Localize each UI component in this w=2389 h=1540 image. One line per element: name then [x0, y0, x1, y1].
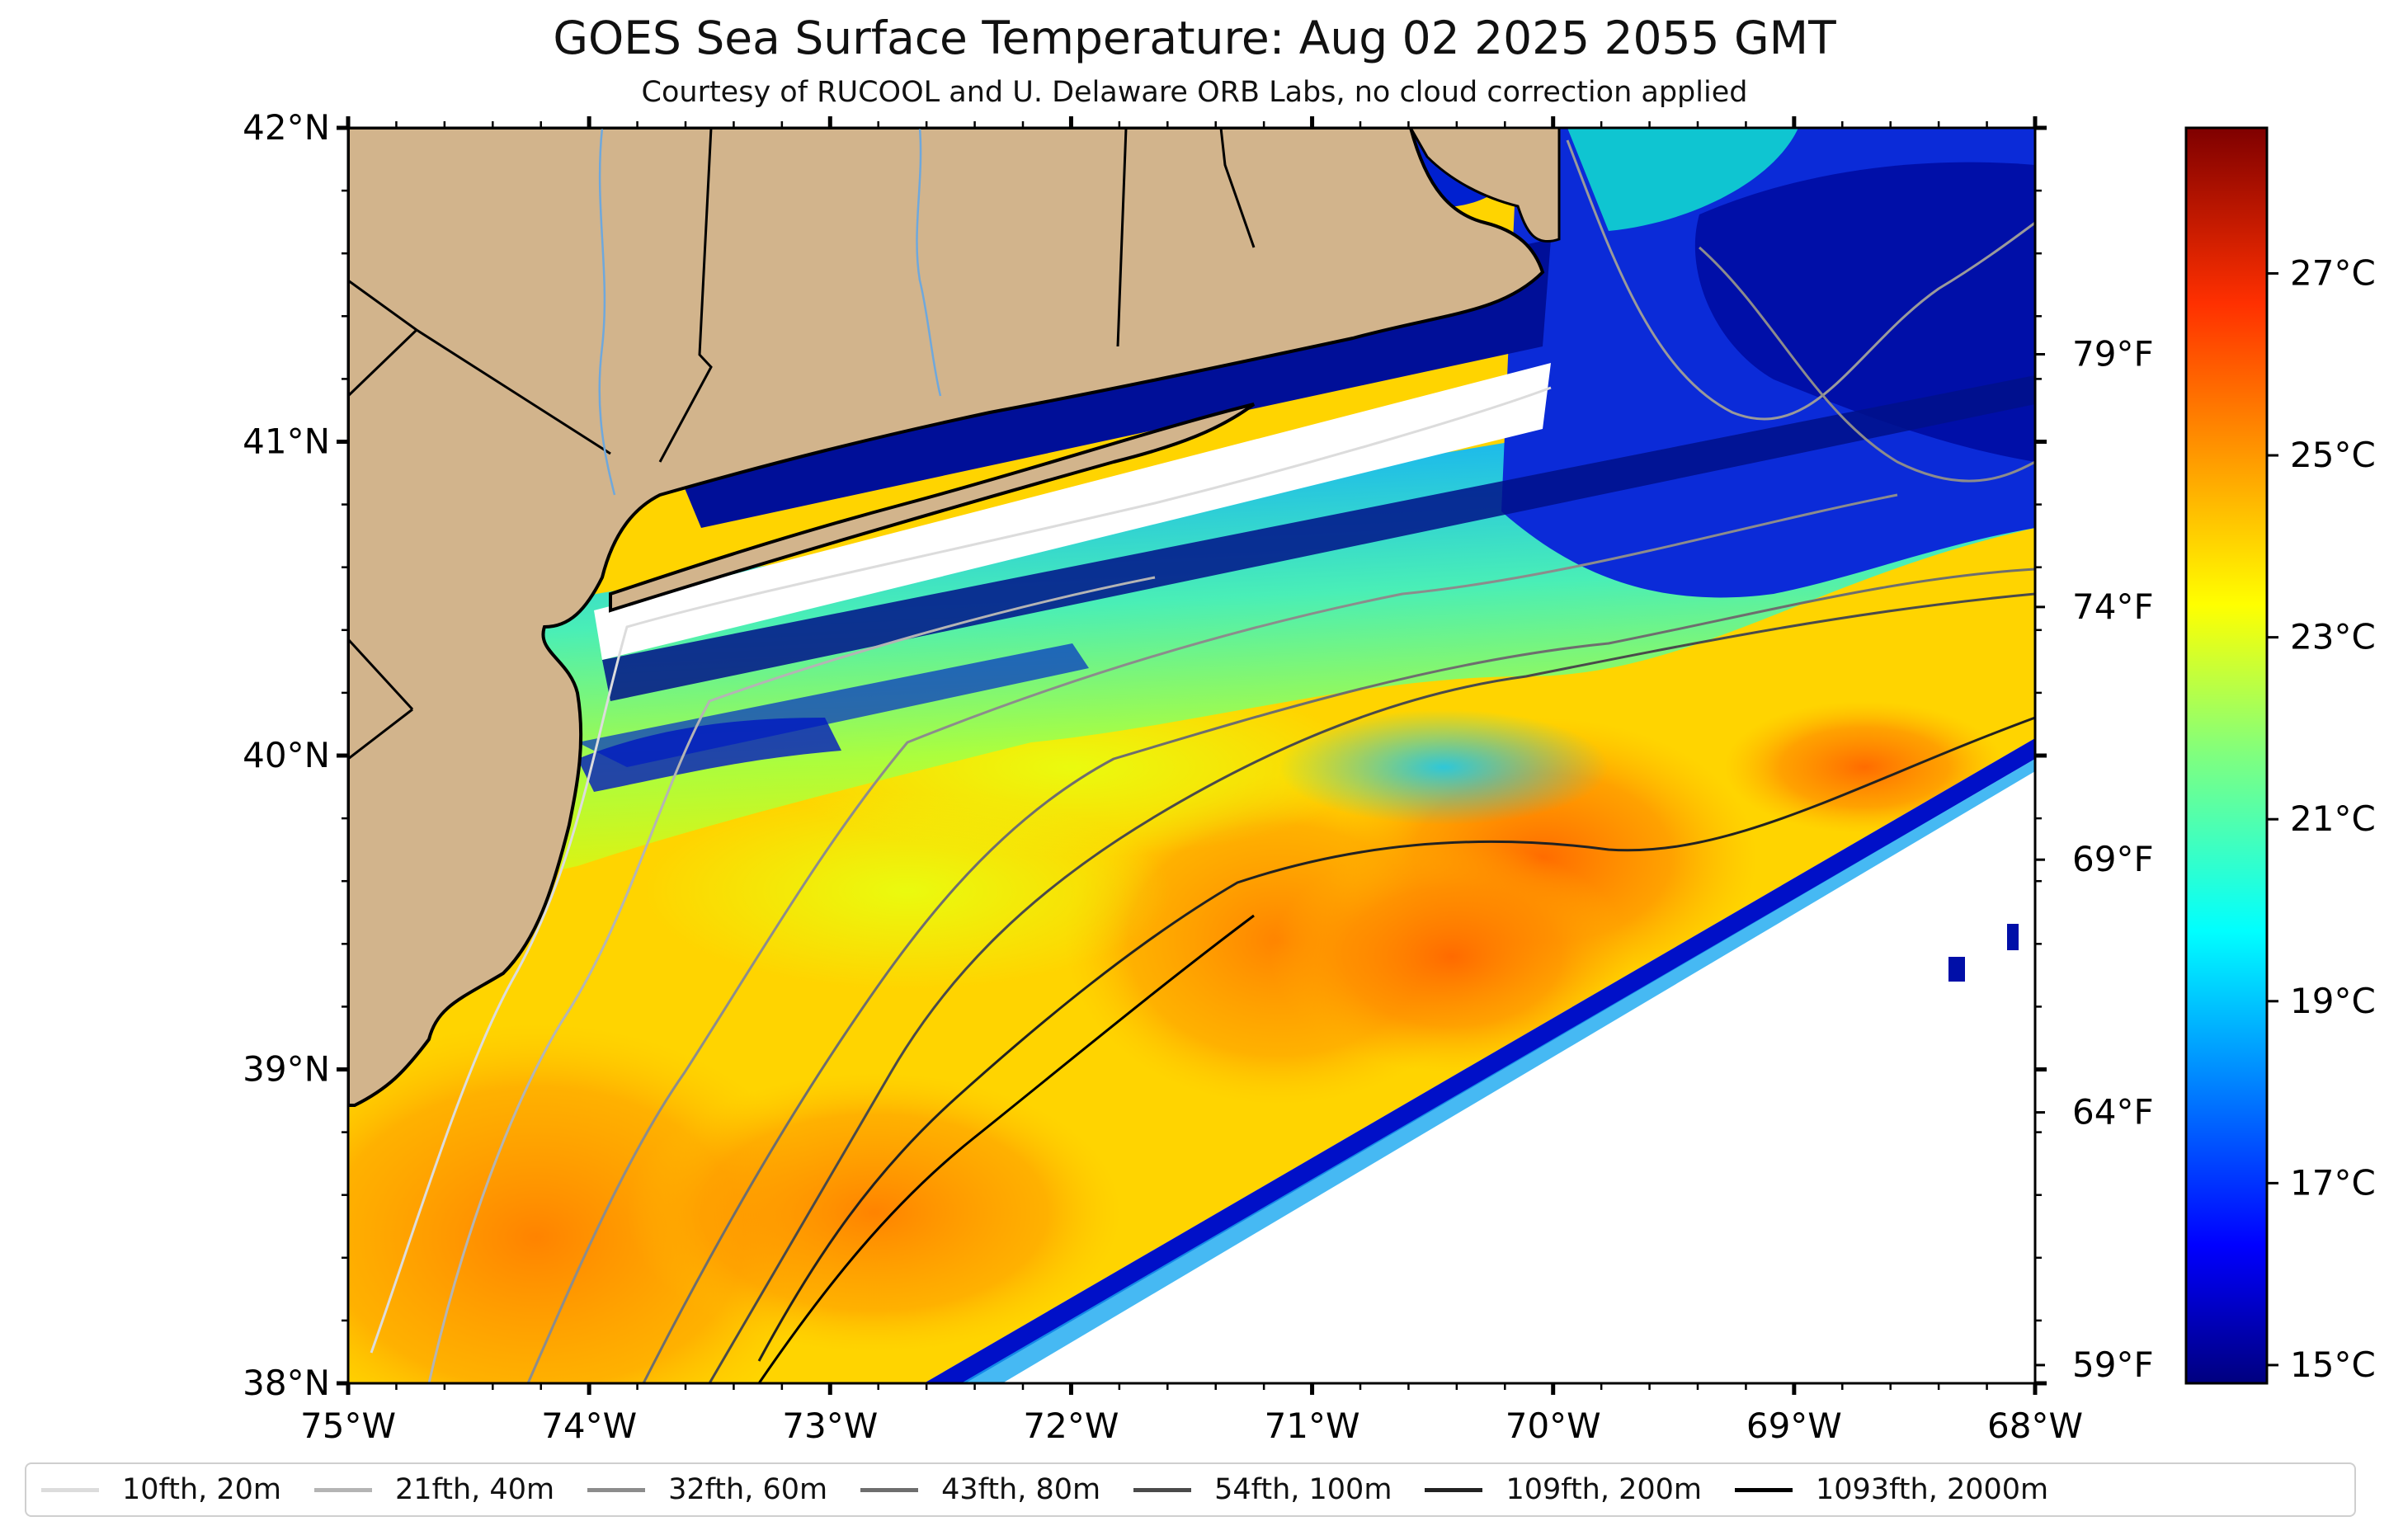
lon-tick-label: 75°W — [300, 1406, 396, 1446]
colorbar-scale — [2184, 126, 2269, 1385]
legend-label: 10fth, 20m — [122, 1473, 282, 1506]
latitude-axis: 42°N 41°N 40°N 39°N 38°N — [243, 107, 2047, 1403]
legend-item: 21fth, 40m — [314, 1473, 554, 1506]
long-island — [609, 403, 1256, 613]
celsius-label: 19°C — [2290, 981, 2376, 1021]
legend-item: 1093fth, 2000m — [1735, 1473, 2048, 1506]
contour-legend: 10fth, 20m 21fth, 40m 32fth, 60m 43fth, 80m… — [25, 1462, 2356, 1517]
fahrenheit-label: 69°F — [2072, 839, 2154, 879]
legend-label: 109fth, 200m — [1505, 1473, 1703, 1506]
lat-tick-label: 42°N — [243, 107, 330, 148]
bathymetry-contours — [370, 139, 2035, 1383]
lon-tick-label: 70°W — [1505, 1406, 1601, 1446]
legend-line-swatch — [1133, 1487, 1192, 1492]
legend-line-swatch — [587, 1487, 646, 1492]
lon-tick-label: 73°W — [782, 1406, 878, 1446]
subtitle: Courtesy of RUCOOL and U. Delaware ORB L… — [641, 76, 1748, 109]
legend-line-swatch — [314, 1487, 373, 1492]
lon-tick-label: 72°W — [1023, 1406, 1119, 1446]
rivers — [598, 128, 942, 496]
colorbar: 27°C 25°C 23°C 21°C 19°C 17°C 15°C 79°F 74°F 69°F… — [2035, 126, 2376, 1385]
celsius-label: 21°C — [2290, 798, 2376, 839]
fahrenheit-label: 79°F — [2072, 333, 2154, 374]
fahrenheit-label: 59°F — [2072, 1345, 2154, 1385]
legend-line-swatch — [1425, 1487, 1483, 1492]
lat-tick-label: 40°N — [243, 735, 330, 775]
legend-line-swatch — [41, 1487, 99, 1492]
legend-line-swatch — [860, 1487, 919, 1492]
lat-tick-label: 41°N — [243, 421, 330, 462]
celsius-label: 27°C — [2290, 252, 2376, 293]
legend-label: 43fth, 80m — [941, 1473, 1101, 1506]
legend-item: 10fth, 20m — [41, 1473, 281, 1506]
legend-item: 109fth, 200m — [1425, 1473, 1702, 1506]
legend-line-swatch — [1735, 1487, 1793, 1492]
celsius-label: 23°C — [2290, 617, 2376, 657]
legend-item: 43fth, 80m — [860, 1473, 1100, 1506]
lon-tick-label: 74°W — [541, 1406, 637, 1446]
legend-label: 1093fth, 2000m — [1816, 1473, 2049, 1506]
celsius-label: 25°C — [2290, 435, 2376, 475]
lon-tick-label: 68°W — [1987, 1406, 2083, 1446]
land — [348, 128, 1545, 1107]
longitude-axis: 75°W 74°W 73°W 72°W 71°W 70°W 69°W 68°W — [300, 116, 2083, 1446]
celsius-label: 17°C — [2290, 1162, 2376, 1203]
sst-field — [348, 128, 2035, 1383]
legend-label: 32fth, 60m — [668, 1473, 828, 1506]
legend-label: 54fth, 100m — [1214, 1473, 1392, 1506]
state-borders — [348, 128, 1256, 761]
legend-label: 21fth, 40m — [395, 1473, 555, 1506]
page-title: GOES Sea Surface Temperature: Aug 02 202… — [553, 12, 1836, 64]
lat-tick-label: 39°N — [243, 1049, 330, 1090]
lon-tick-label: 71°W — [1265, 1406, 1360, 1446]
celsius-label: 15°C — [2290, 1345, 2376, 1385]
lat-tick-label: 38°N — [243, 1363, 330, 1403]
fahrenheit-label: 64°F — [2072, 1092, 2154, 1133]
legend-item: 54fth, 100m — [1133, 1473, 1392, 1506]
fahrenheit-label: 74°F — [2072, 586, 2154, 627]
lon-tick-label: 69°W — [1746, 1406, 1842, 1446]
legend-item: 32fth, 60m — [587, 1473, 827, 1506]
